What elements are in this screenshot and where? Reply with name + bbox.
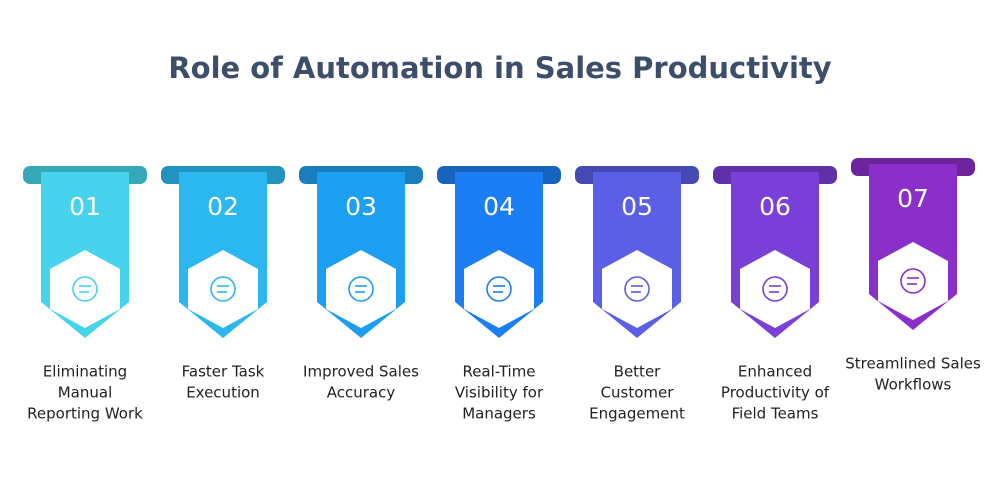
ribbon-item: 07 Streamlined Sales Workflows <box>845 158 981 394</box>
icon <box>348 276 374 302</box>
item-label: Better <box>614 363 662 381</box>
ribbon-item: 04 Real-Time Visibility for Managers <box>437 166 561 423</box>
item-number: 07 <box>897 184 929 213</box>
hexagon <box>464 250 534 328</box>
item-label: Enhanced <box>738 363 812 381</box>
hexagon <box>50 250 120 328</box>
item-label: Streamlined Sales <box>845 355 981 373</box>
item-number: 03 <box>345 192 377 221</box>
item-label: Eliminating <box>43 363 127 381</box>
item-label: Customer <box>601 384 675 402</box>
item-number: 06 <box>759 192 791 221</box>
icon <box>624 276 650 302</box>
hexagon <box>878 242 948 320</box>
item-number: 05 <box>621 192 653 221</box>
icon <box>72 276 98 302</box>
ribbon-item: 06 Enhanced Productivity of Field Teams <box>713 166 837 423</box>
item-label: Workflows <box>875 376 952 394</box>
icon <box>210 276 236 302</box>
item-number: 01 <box>69 192 101 221</box>
ribbon-item: 02 Faster Task Execution <box>161 166 285 402</box>
ribbon-item: 03 Improved Sales Accuracy <box>299 166 423 402</box>
item-label: Engagement <box>589 405 685 423</box>
item-label: Field Teams <box>732 405 819 423</box>
item-label: Real-Time <box>462 363 535 381</box>
hexagon <box>188 250 258 328</box>
hexagon <box>602 250 672 328</box>
item-number: 04 <box>483 192 515 221</box>
item-label: Faster Task <box>182 363 265 381</box>
item-label: Accuracy <box>327 384 396 402</box>
item-label: Productivity of <box>721 384 830 402</box>
item-label: Visibility for <box>455 384 544 402</box>
item-label: Improved Sales <box>303 363 419 381</box>
hexagon <box>326 250 396 328</box>
icon <box>486 276 512 302</box>
hexagon <box>740 250 810 328</box>
item-label: Reporting Work <box>27 405 143 423</box>
item-number: 02 <box>207 192 239 221</box>
title: Role of Automation in Sales Productivity <box>168 51 831 85</box>
icon <box>900 268 926 294</box>
item-label: Manual <box>58 384 113 402</box>
item-label: Managers <box>462 405 536 423</box>
ribbon-item: 05 Better Customer Engagement <box>575 166 699 423</box>
ribbon-item: 01 Eliminating Manual Reporting Work <box>23 166 147 423</box>
item-label: Execution <box>186 384 260 402</box>
icon <box>762 276 788 302</box>
